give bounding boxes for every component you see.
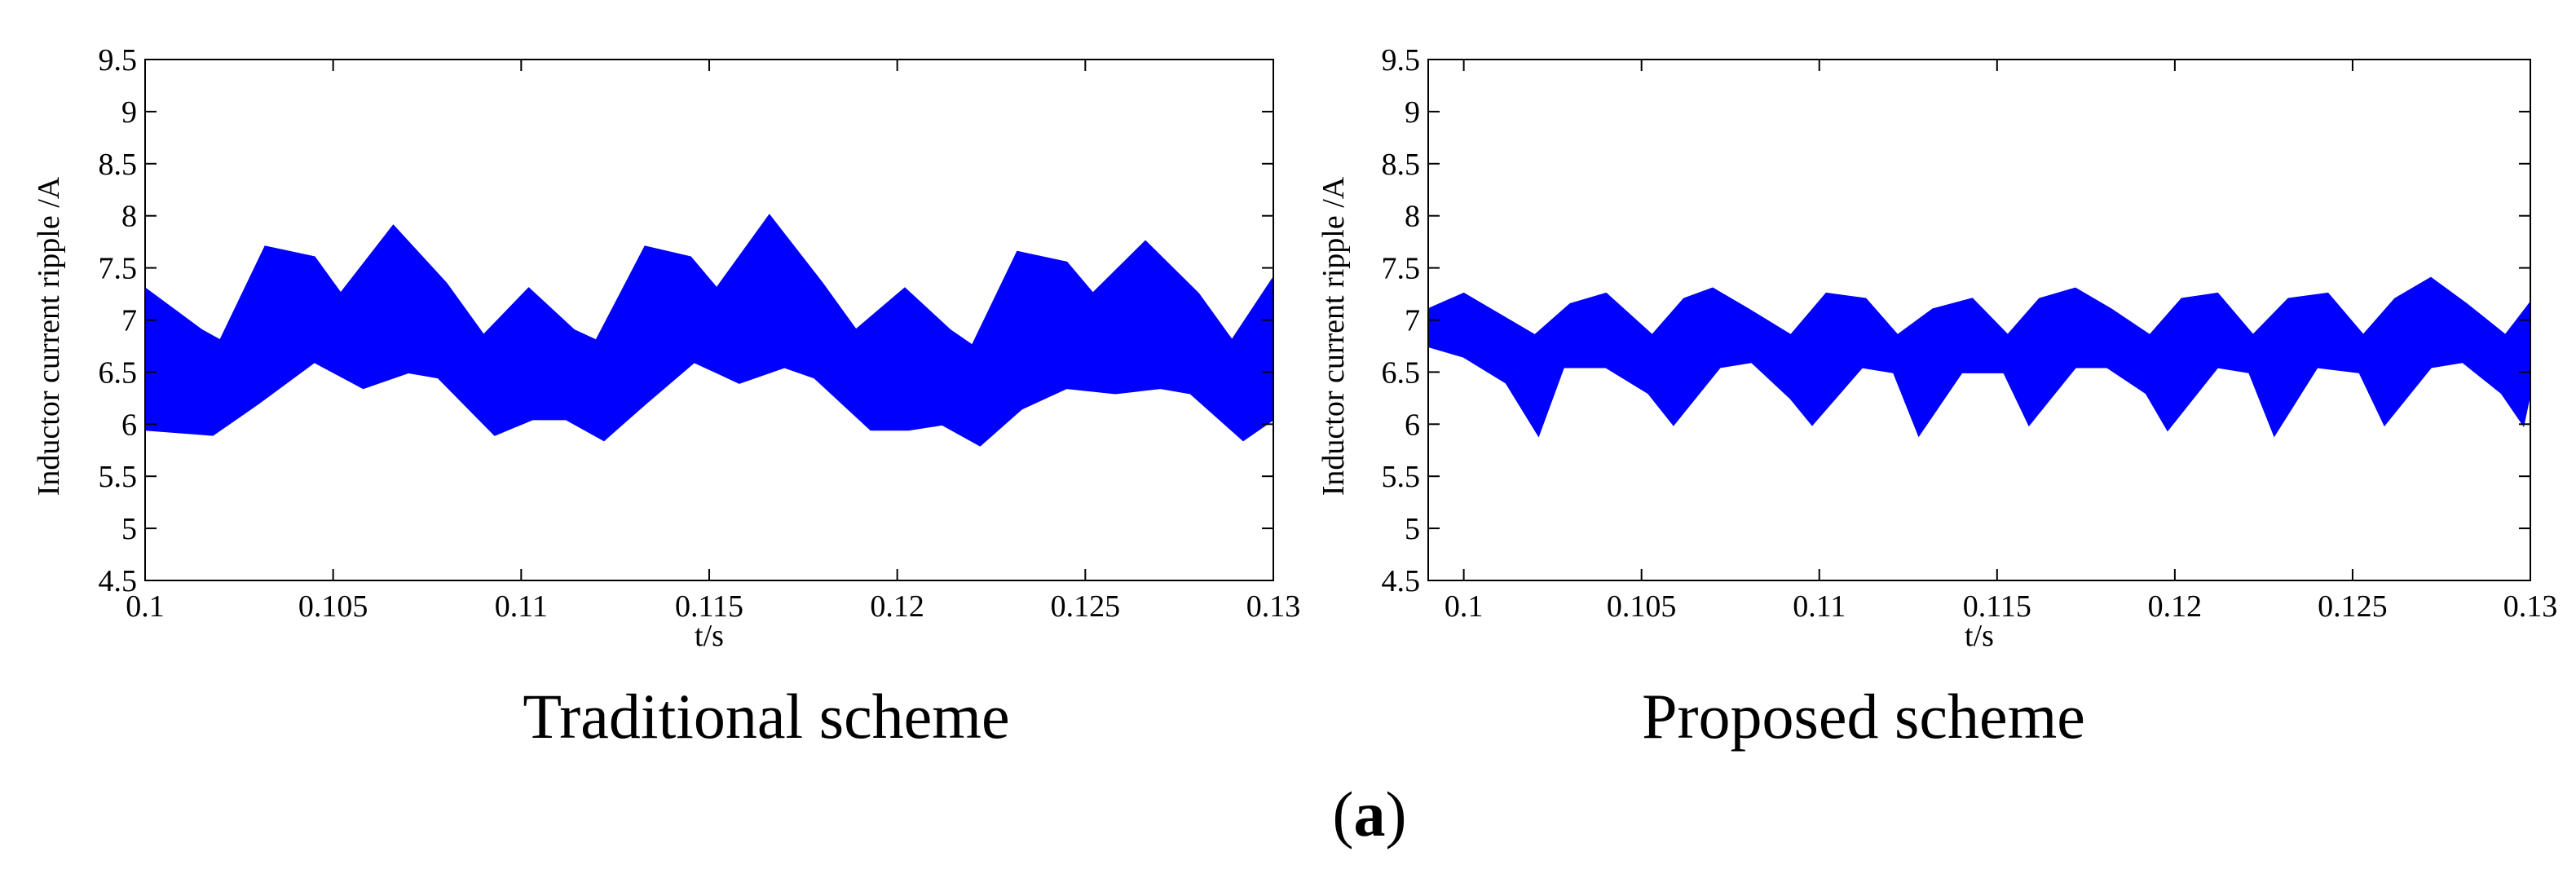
y-tick-label: 8.5 (1382, 148, 1421, 182)
upper-envelope-line (145, 214, 1273, 348)
x-axis-label: t/s (1965, 619, 1994, 653)
y-axis-label: Inductor current ripple /A (1317, 176, 1351, 496)
y-tick-label: 7 (1405, 304, 1420, 338)
caption-close-paren: ) (1386, 779, 1407, 849)
y-tick-label: 5 (1405, 512, 1420, 546)
x-axis-label: t/s (695, 619, 724, 653)
x-tick-label: 0.125 (1051, 589, 1121, 624)
ripple-band (145, 214, 1273, 446)
y-tick-label: 9.5 (99, 43, 138, 77)
y-tick-label: 4.5 (1382, 564, 1421, 598)
y-axis-label: Inductor current ripple /A (32, 176, 66, 496)
x-tick-label: 0.13 (1246, 589, 1301, 624)
y-tick-label: 6.5 (1382, 355, 1421, 390)
y-tick-label: 8 (121, 200, 137, 234)
y-tick-label: 4.5 (99, 564, 138, 598)
y-tick-label: 9 (1405, 95, 1420, 130)
chart-1: 4.5 5 5.5 6 6.5 7 7.5 8 8.5 9 9.5 0.1 0.105 0.11 0.115… (32, 43, 1300, 752)
y-tick-label: 9.5 (1382, 43, 1421, 77)
x-tick-label: 0.105 (1607, 589, 1677, 624)
upper-envelope-line (1428, 276, 2530, 338)
x-tick-label: 0.11 (1793, 589, 1846, 624)
lower-envelope-line (1428, 344, 2530, 438)
x-tick-label: 0.1 (1445, 589, 1484, 624)
chart-title: Traditional scheme (523, 681, 1009, 752)
y-tick-label: 6 (1405, 408, 1420, 442)
x-tick-label: 0.11 (495, 589, 548, 624)
y-tick-label: 9 (121, 95, 137, 130)
x-tick-label: 0.1 (126, 589, 165, 624)
y-tick-label: 6 (121, 408, 137, 442)
ripple-band (1428, 277, 2530, 436)
caption-open-paren: ( (1333, 779, 1354, 849)
x-tick-label: 0.12 (2148, 589, 2203, 624)
y-tick-label: 5 (121, 512, 137, 546)
y-tick-label: 7.5 (99, 252, 138, 286)
figure-caption: (a) (1333, 779, 1407, 849)
x-tick-label: 0.115 (675, 589, 743, 624)
x-tick-label: 0.105 (298, 589, 368, 624)
chart-title: Proposed scheme (1642, 681, 2085, 752)
y-tick-label: 7 (121, 304, 137, 338)
caption-letter: a (1354, 779, 1386, 849)
y-tick-label: 8 (1405, 200, 1420, 234)
y-tick-label: 8.5 (99, 148, 138, 182)
y-tick-label: 7.5 (1382, 252, 1421, 286)
x-tick-label: 0.125 (2318, 589, 2388, 624)
x-tick-label: 0.13 (2503, 589, 2558, 624)
x-tick-label: 0.115 (1963, 589, 2031, 624)
y-tick-label: 6.5 (99, 355, 138, 390)
x-tick-label: 0.12 (870, 589, 924, 624)
y-tick-label: 5.5 (99, 460, 138, 494)
y-tick-label: 5.5 (1382, 460, 1421, 494)
chart-2: 4.5 5 5.5 6 6.5 7 7.5 8 8.5 9 9.5 0.1 0.105 0.11 0.115… (1317, 43, 2557, 752)
lower-envelope-line (145, 360, 1273, 447)
